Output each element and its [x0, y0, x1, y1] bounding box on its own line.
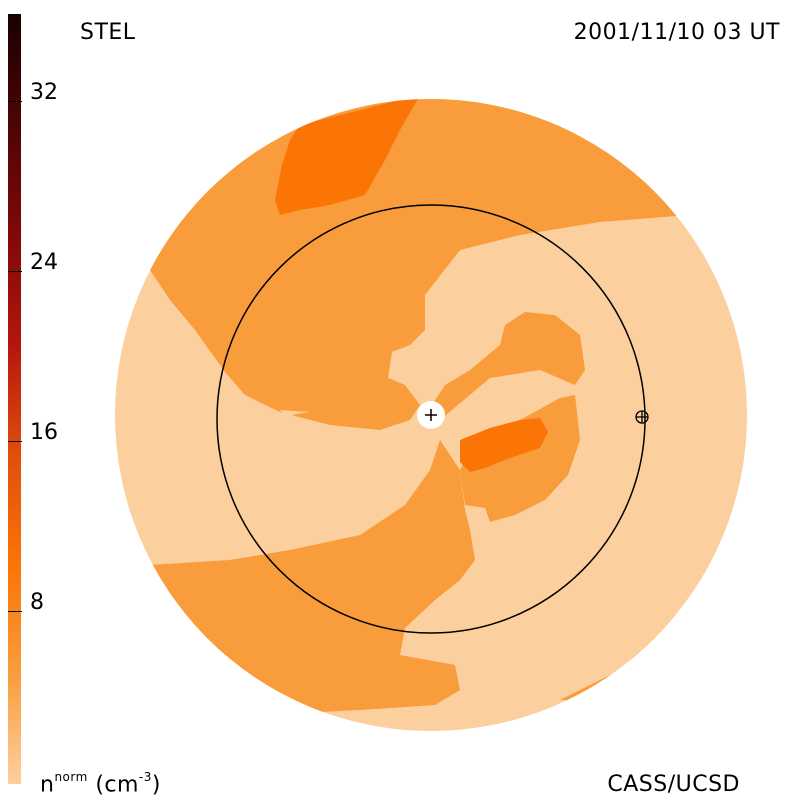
earth-marker — [635, 410, 649, 424]
colorbar — [8, 14, 21, 784]
orbit-circle — [216, 204, 646, 634]
quantity-symbol: n — [40, 772, 55, 798]
sun-marker — [417, 401, 445, 429]
timestamp-label: 2001/11/10 03 UT — [573, 20, 780, 45]
colorbar-tick-label: 24 — [30, 250, 58, 275]
colorbar-tick — [8, 441, 22, 442]
unit-close: ) — [151, 772, 161, 798]
source-label: STEL — [80, 20, 136, 45]
quantity-superscript: norm — [54, 770, 88, 784]
colorbar-tick-label: 32 — [30, 80, 58, 105]
colorbar-tick — [8, 101, 22, 102]
unit-text: (cm — [95, 772, 139, 798]
credit-label: CASS/UCSD — [607, 772, 740, 797]
colorbar-tick — [8, 611, 22, 612]
colorbar-tick — [8, 271, 22, 272]
colorbar-units-label: nnorm (cm-3) — [40, 770, 161, 798]
unit-superscript: -3 — [138, 770, 152, 784]
density-region-dark — [275, 99, 420, 215]
density-region-dark — [460, 418, 548, 472]
density-region-medium — [115, 99, 747, 430]
density-region-light — [280, 410, 310, 416]
colorbar-tick-label: 16 — [30, 420, 58, 445]
colorbar-tick-label: 8 — [30, 590, 44, 615]
